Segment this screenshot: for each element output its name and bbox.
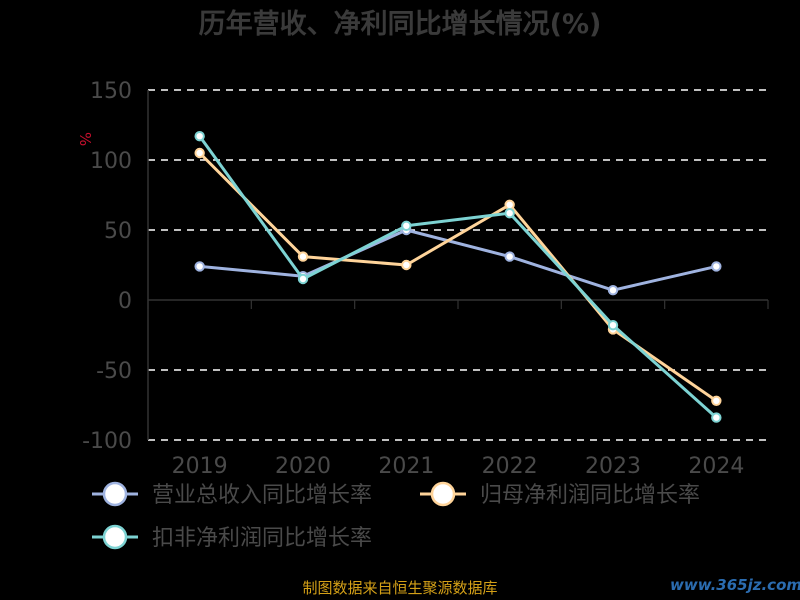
data-point-2 — [194, 131, 205, 142]
data-point-2 — [711, 412, 722, 423]
x-tick-label: 2023 — [585, 454, 641, 479]
data-point-1 — [297, 251, 309, 262]
y-tick-label: 150 — [90, 79, 132, 104]
y-tick-label: 100 — [90, 149, 132, 174]
data-point-1 — [401, 259, 412, 271]
legend-swatch-marker — [430, 481, 456, 507]
data-point-0 — [711, 261, 722, 272]
series-line-1 — [198, 151, 718, 403]
x-tick-label: 2020 — [275, 454, 331, 479]
x-tick-label: 2022 — [482, 454, 538, 479]
y-tick-label: -50 — [96, 359, 132, 384]
series-lines — [194, 131, 722, 423]
data-source-note: 制图数据来自恒生聚源数据库 — [302, 579, 497, 597]
gridlines — [148, 89, 768, 441]
data-point-0 — [194, 261, 205, 272]
data-point-2 — [607, 320, 619, 331]
legend-swatch-marker — [102, 524, 128, 550]
legend-label: 营业总收入同比增长率 — [152, 483, 372, 508]
series-line-0 — [199, 228, 717, 292]
legend-swatch-marker — [102, 481, 128, 507]
data-point-2 — [504, 208, 515, 219]
data-point-0 — [607, 285, 619, 296]
legend-label: 扣非净利润同比增长率 — [152, 526, 372, 551]
data-point-1 — [194, 147, 205, 159]
data-point-1 — [711, 395, 722, 406]
y-axis-unit-label: % — [76, 132, 94, 146]
data-point-2 — [401, 220, 412, 232]
series-line-2 — [198, 135, 718, 419]
data-point-1 — [504, 199, 515, 211]
x-tick-label: 2021 — [378, 454, 434, 479]
y-tick-label: -100 — [82, 429, 132, 454]
axes: 150 100 50 0 -50 -100 2019 2020 2021 2022 2023 2024 — [82, 79, 769, 479]
watermark-brand: www.365jz.com — [670, 576, 800, 594]
x-tick-label: 2024 — [688, 454, 744, 479]
data-point-2 — [297, 273, 309, 285]
chart-title: 历年营收、净利同比增长情况(%) — [199, 8, 602, 40]
y-tick-label: 50 — [104, 219, 132, 244]
y-tick-label: 0 — [118, 289, 132, 314]
data-point-0 — [504, 251, 515, 262]
x-tick-label: 2019 — [172, 454, 228, 479]
legend-label: 归母净利润同比增长率 — [480, 483, 700, 508]
